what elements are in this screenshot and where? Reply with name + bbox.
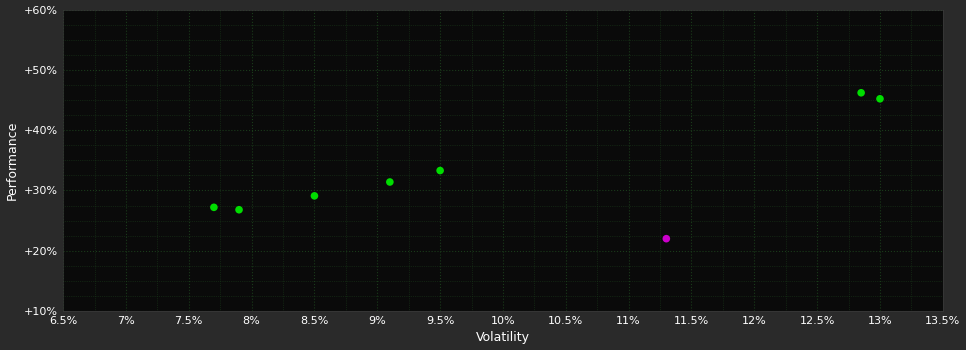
Point xyxy=(659,236,674,241)
Point xyxy=(853,90,868,96)
Point xyxy=(307,193,323,199)
Point xyxy=(872,96,888,101)
Point xyxy=(433,168,448,173)
Point xyxy=(231,207,246,212)
Point xyxy=(206,204,221,210)
X-axis label: Volatility: Volatility xyxy=(476,331,530,344)
Point xyxy=(383,179,398,185)
Y-axis label: Performance: Performance xyxy=(6,121,18,200)
